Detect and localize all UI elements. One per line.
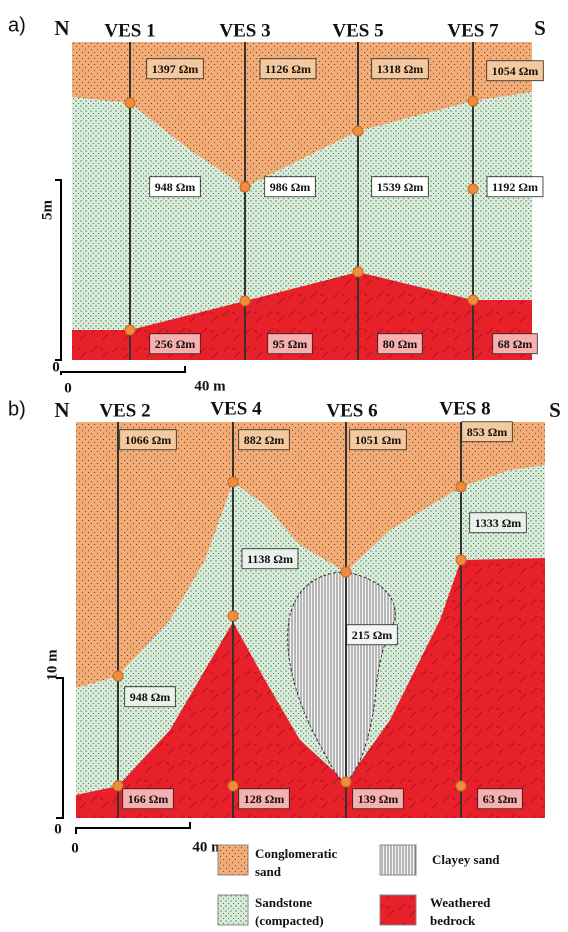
resistivity: 1333 Ωm [475, 516, 522, 530]
section-a: a) N S VES 1 VES 3 VES 5 VES 7 1397 Ωm 1… [8, 14, 546, 396]
legend-label: Weathered [430, 895, 491, 910]
resistivity: 1318 Ωm [377, 62, 424, 76]
resistivity: 1539 Ωm [377, 180, 424, 194]
resistivity: 1051 Ωm [355, 433, 402, 447]
south: S [549, 398, 561, 422]
resistivity: 63 Ωm [483, 792, 518, 806]
vertical-scale: 5m [39, 200, 55, 221]
ves-label: VES 5 [332, 20, 383, 41]
ves-label: VES 3 [219, 20, 270, 41]
resistivity: 128 Ωm [244, 792, 285, 806]
scale-zero: 0 [71, 840, 79, 856]
ves-label: VES 1 [104, 20, 155, 41]
resistivity: 95 Ωm [273, 337, 308, 351]
panel-label: b) [8, 398, 26, 420]
legend-label: bedrock [430, 913, 476, 928]
resistivity: 68 Ωm [498, 337, 533, 351]
resistivity: 1138 Ωm [247, 552, 293, 566]
resistivity: 256 Ωm [155, 337, 196, 351]
legend-swatch [218, 845, 248, 875]
legend-swatch [380, 895, 416, 925]
resistivity: 80 Ωm [383, 337, 418, 351]
legend-swatch [218, 895, 248, 925]
south: S [534, 16, 546, 40]
legend-label: Sandstone [255, 895, 312, 910]
section-b: b) N S VES 2 VES 4 VES 6 VES 8 1066 Ωm 8… [8, 398, 561, 857]
legend-label: (compacted) [255, 913, 324, 928]
resistivity: 1192 Ωm [492, 180, 538, 194]
legend-label: Conglomeratic [255, 846, 338, 861]
resistivity: 1126 Ωm [265, 62, 311, 76]
resistivity: 948 Ωm [130, 690, 171, 704]
legend: Conglomeratic sand Clayey sand Sandstone… [218, 845, 500, 928]
ves-label: VES 2 [99, 400, 150, 421]
resistivity: 215 Ωm [352, 628, 393, 642]
vertical-scale: 10 m [44, 649, 60, 681]
resistivity: 166 Ωm [128, 792, 169, 806]
legend-label: sand [255, 864, 282, 879]
resistivity: 1397 Ωm [152, 62, 199, 76]
ves-label: VES 8 [439, 398, 490, 419]
ves-label: VES 6 [326, 400, 377, 421]
resistivity: 882 Ωm [244, 433, 285, 447]
legend-label: Clayey sand [432, 852, 500, 867]
scale-zero: 0 [52, 359, 60, 375]
scale-zero: 0 [64, 380, 72, 396]
resistivity: 1054 Ωm [492, 64, 539, 78]
north: N [54, 16, 69, 40]
resistivity: 1066 Ωm [125, 433, 172, 447]
ves-label: VES 7 [447, 20, 499, 41]
panel-label: a) [8, 14, 26, 36]
resistivity: 139 Ωm [358, 792, 399, 806]
scale-zero: 0 [54, 821, 62, 837]
ves-label: VES 4 [210, 398, 262, 419]
resistivity: 986 Ωm [270, 180, 311, 194]
north: N [54, 398, 69, 422]
resistivity: 948 Ωm [155, 180, 196, 194]
resistivity: 853 Ωm [467, 425, 508, 439]
figure: a) N S VES 1 VES 3 VES 5 VES 7 1397 Ωm 1… [0, 0, 568, 932]
horizontal-scale: 40 m [194, 378, 226, 394]
legend-swatch [380, 845, 416, 875]
